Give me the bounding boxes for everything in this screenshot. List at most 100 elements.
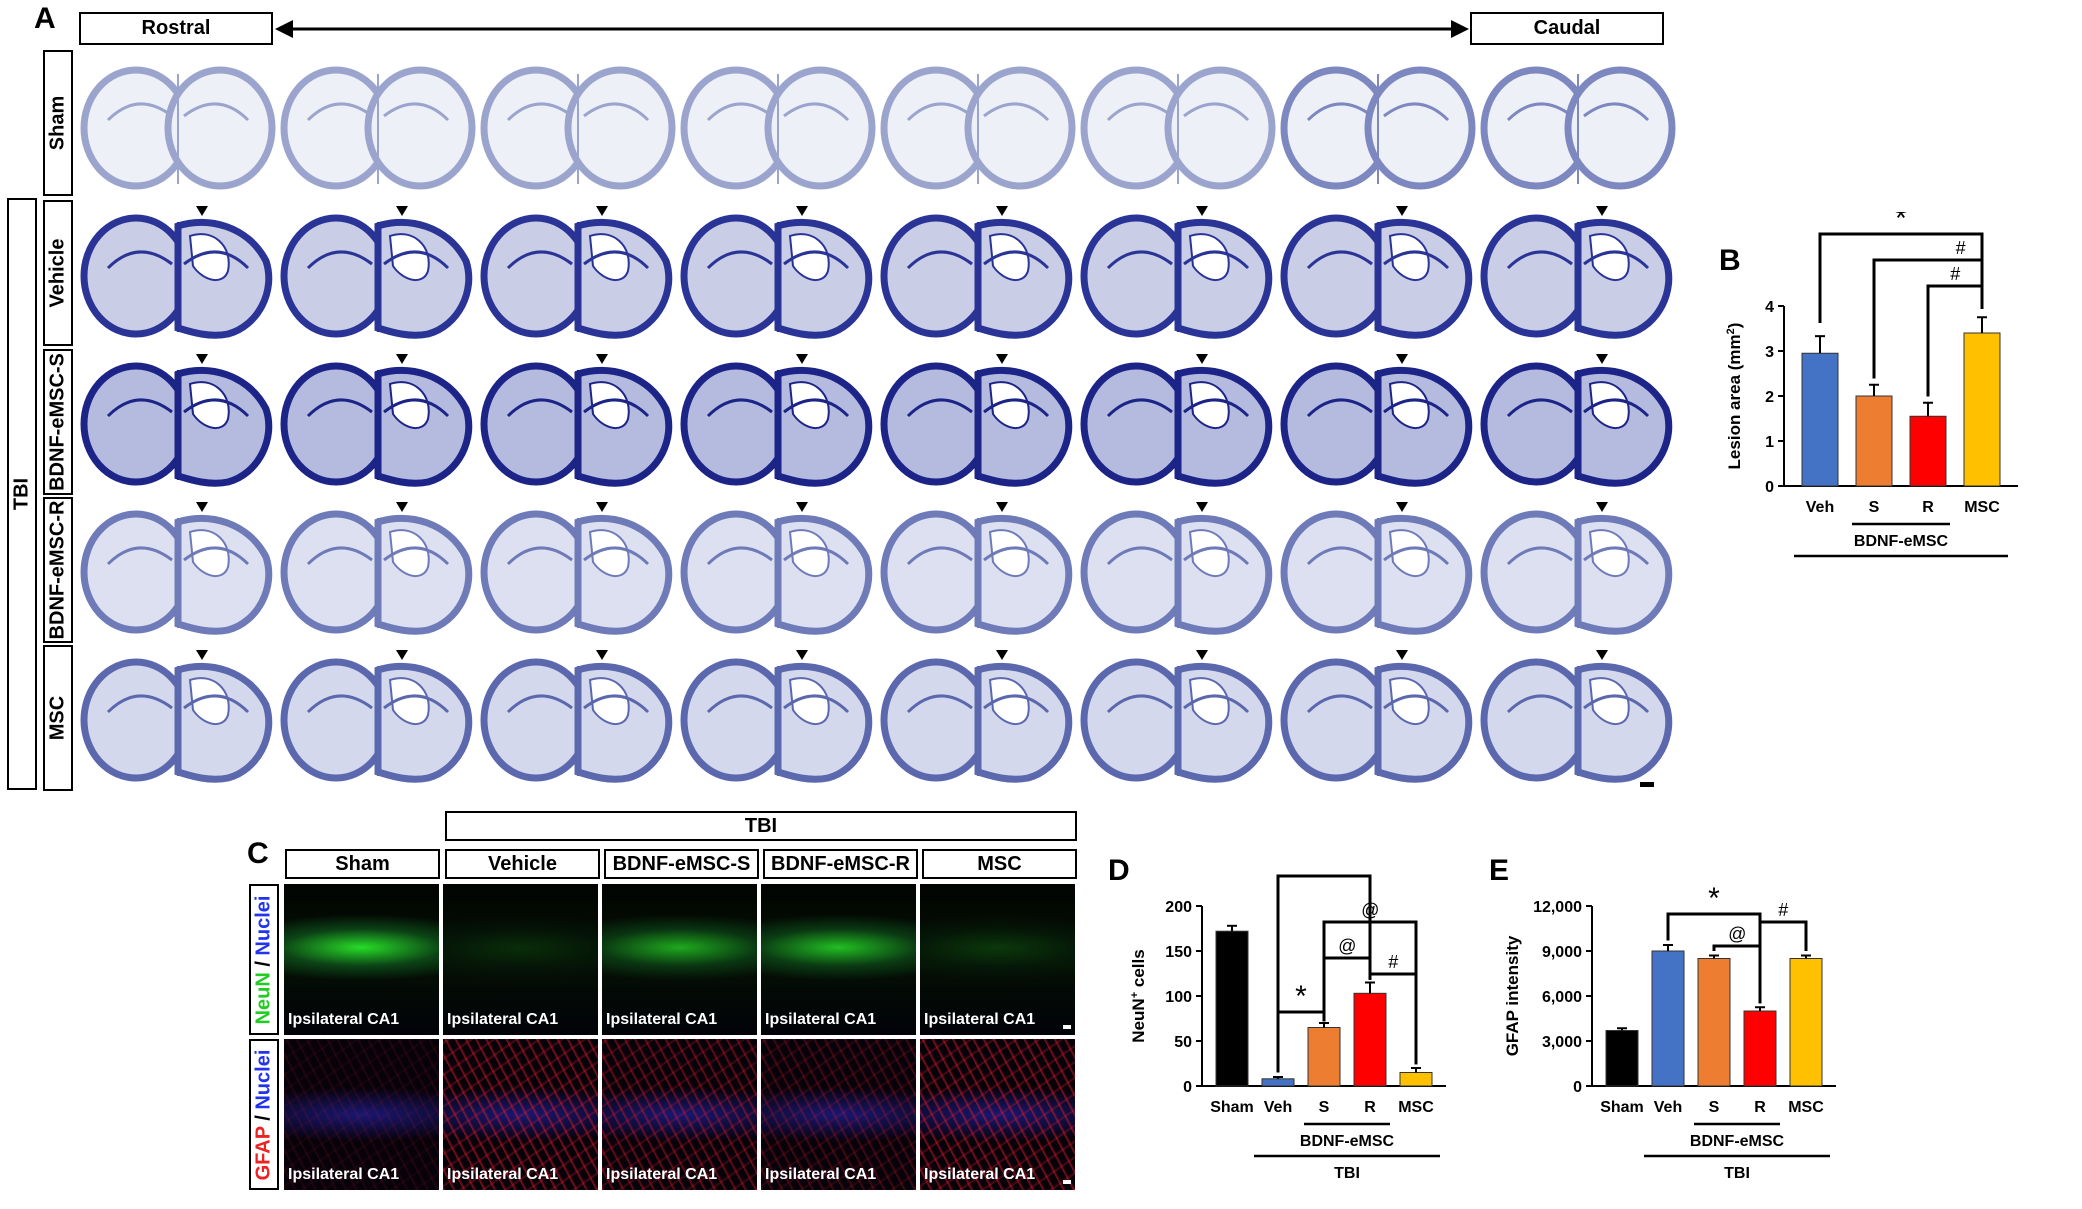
hippocampus — [383, 102, 450, 122]
lesion-arrowhead — [996, 650, 1008, 660]
bar — [1963, 332, 2001, 487]
lesion-arrowhead — [1396, 502, 1408, 512]
lesion-arrowhead — [1596, 354, 1608, 364]
hippocampus — [506, 398, 573, 418]
col-header-bdnf-r: BDNF-eMSC-R — [763, 849, 918, 879]
right-hemisphere — [1164, 66, 1276, 190]
bar — [1399, 1072, 1433, 1087]
group-label: BDNF-eMSC — [1300, 1133, 1395, 1150]
brain-section — [80, 354, 273, 487]
hippocampus — [506, 250, 573, 270]
hippocampus — [783, 102, 850, 122]
brain-shape — [880, 66, 1076, 190]
brain-shape — [880, 362, 1073, 487]
row-label-neun: NeuN / Nuclei — [249, 884, 279, 1035]
lesion-cavity — [1388, 233, 1430, 281]
lesion-cavity — [788, 529, 830, 577]
brain-shape — [1080, 214, 1273, 339]
left-hemisphere — [1080, 214, 1192, 338]
hippocampus — [706, 250, 773, 270]
lesion-arrowhead — [396, 354, 408, 364]
category-label: MSC — [1788, 1099, 1824, 1116]
gfap-image: Ipsilateral CA1 — [602, 1039, 757, 1190]
hippocampus — [183, 250, 250, 270]
left-hemisphere — [1080, 510, 1192, 634]
lesion-arrowhead — [596, 502, 608, 512]
hippocampus — [1506, 546, 1573, 566]
hippocampus — [906, 546, 973, 566]
significance-marker: # — [1778, 900, 1789, 920]
hippocampus — [1506, 694, 1573, 714]
neun-image: Ipsilateral CA1 — [443, 884, 598, 1035]
hippocampus — [1506, 102, 1573, 122]
y-axis-label: NeuN+ cells — [1129, 949, 1148, 1042]
lesion-cavity — [1188, 381, 1230, 429]
row-label-msc-text: MSC — [46, 695, 69, 741]
lesion-cavity — [988, 529, 1030, 577]
hippocampus — [783, 546, 850, 566]
lesion-cavity — [1388, 381, 1430, 429]
left-hemisphere — [480, 362, 592, 486]
brain-shape — [1480, 362, 1673, 487]
hippocampus — [106, 250, 173, 270]
brain-section — [80, 650, 273, 783]
y-axis-label-end: ) — [1725, 323, 1744, 329]
brain-section — [1080, 66, 1276, 190]
hippocampus — [1383, 546, 1450, 566]
brain-shape — [80, 658, 273, 783]
brain-section — [480, 354, 673, 487]
outer-label: TBI — [1724, 1165, 1750, 1182]
tbi-side-label: TBI — [7, 198, 37, 790]
left-hemisphere — [880, 658, 992, 782]
lesion-cavity — [388, 381, 430, 429]
category-label: S — [1709, 1099, 1720, 1116]
brain-section — [480, 502, 673, 635]
right-hemisphere — [164, 66, 276, 190]
hippocampus — [583, 398, 650, 418]
brain-shape — [80, 214, 273, 339]
significance-marker: * — [1895, 212, 1907, 235]
ca1-caption: Ipsilateral CA1 — [447, 1166, 559, 1183]
lesion-cavity — [588, 233, 630, 281]
group-label: BDNF-eMSC — [1690, 1133, 1785, 1150]
lesion-cavity — [388, 529, 430, 577]
left-hemisphere — [1480, 362, 1592, 486]
scale-bar — [1640, 782, 1654, 787]
panel-label-d: D — [1108, 854, 1130, 887]
brain-shape — [80, 510, 273, 635]
significance-bracket — [1276, 874, 1372, 1073]
category-label: S — [1869, 499, 1880, 516]
left-hemisphere — [880, 510, 992, 634]
lesion-arrowhead — [1196, 206, 1208, 216]
brain-section — [680, 354, 873, 487]
brain-shape — [680, 66, 876, 190]
brain-shape — [880, 510, 1073, 635]
col-header-bdnf-s: BDNF-eMSC-S — [604, 849, 759, 879]
hippocampus — [383, 250, 450, 270]
lesion-cavity — [588, 677, 630, 725]
lesion-arrowhead — [196, 206, 208, 216]
left-hemisphere — [1480, 658, 1592, 782]
y-tick-label: 3 — [1765, 344, 1774, 361]
row-label-vehicle: Vehicle — [43, 200, 73, 346]
right-hemisphere — [964, 66, 1076, 190]
hippocampus — [1383, 250, 1450, 270]
brain-shape — [280, 658, 473, 783]
bar — [1743, 1010, 1777, 1087]
y-axis-label-sup: 2 — [1725, 328, 1737, 334]
gfap-sep: / — [252, 1109, 275, 1126]
lesion-cavity — [1588, 381, 1630, 429]
hippocampus — [1506, 250, 1573, 270]
lesion-cavity — [588, 529, 630, 577]
col-header-msc: MSC — [922, 849, 1077, 879]
y-tick-label: 0 — [1183, 1079, 1192, 1096]
lesion-arrowhead — [1596, 502, 1608, 512]
left-hemisphere — [1080, 362, 1192, 486]
ca1-caption: Ipsilateral CA1 — [447, 1011, 559, 1028]
lesion-arrowhead — [196, 650, 208, 660]
rostral-label: Rostral — [79, 12, 273, 45]
brain-section — [80, 66, 276, 190]
nuclei-word-1: Nuclei — [252, 895, 275, 956]
hippocampus — [306, 250, 373, 270]
